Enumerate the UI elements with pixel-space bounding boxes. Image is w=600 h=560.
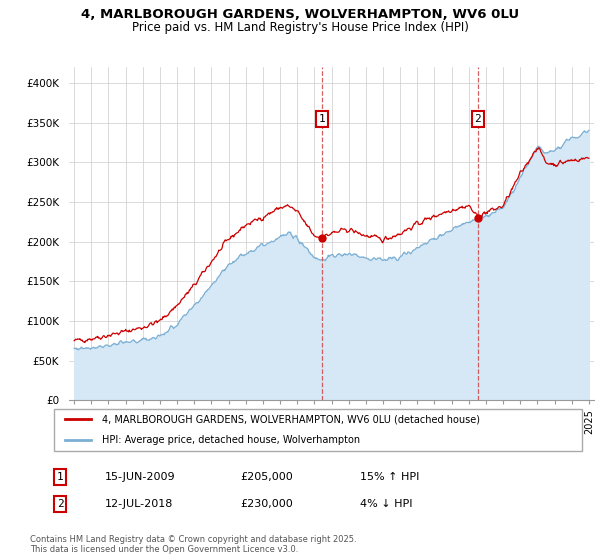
Text: 2: 2	[56, 499, 64, 509]
Text: £230,000: £230,000	[240, 499, 293, 509]
Text: HPI: Average price, detached house, Wolverhampton: HPI: Average price, detached house, Wolv…	[101, 435, 359, 445]
Text: 2: 2	[475, 114, 481, 124]
Text: 1: 1	[319, 114, 325, 124]
Text: Price paid vs. HM Land Registry's House Price Index (HPI): Price paid vs. HM Land Registry's House …	[131, 21, 469, 34]
Text: 4, MARLBOROUGH GARDENS, WOLVERHAMPTON, WV6 0LU: 4, MARLBOROUGH GARDENS, WOLVERHAMPTON, W…	[81, 8, 519, 21]
Text: 1: 1	[56, 472, 64, 482]
FancyBboxPatch shape	[54, 409, 582, 451]
Text: 15-JUN-2009: 15-JUN-2009	[105, 472, 176, 482]
Text: 4% ↓ HPI: 4% ↓ HPI	[360, 499, 413, 509]
Text: 15% ↑ HPI: 15% ↑ HPI	[360, 472, 419, 482]
Text: £205,000: £205,000	[240, 472, 293, 482]
Text: 4, MARLBOROUGH GARDENS, WOLVERHAMPTON, WV6 0LU (detached house): 4, MARLBOROUGH GARDENS, WOLVERHAMPTON, W…	[101, 414, 479, 424]
Text: Contains HM Land Registry data © Crown copyright and database right 2025.
This d: Contains HM Land Registry data © Crown c…	[30, 535, 356, 554]
Text: 12-JUL-2018: 12-JUL-2018	[105, 499, 173, 509]
